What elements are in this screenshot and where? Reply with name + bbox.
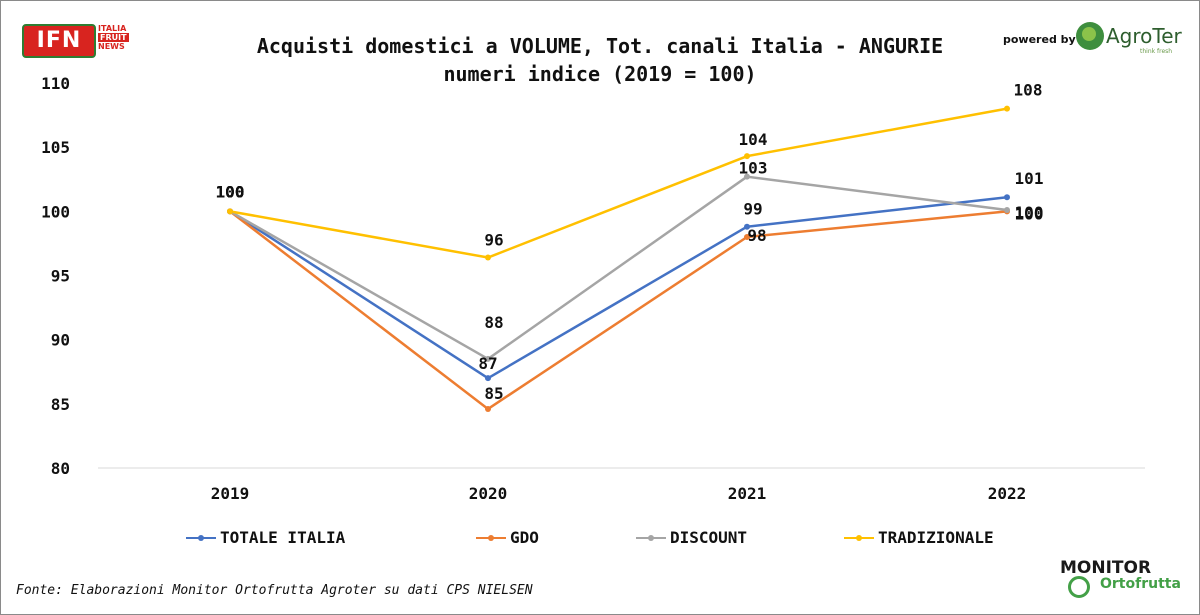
y-tick-label: 80: [51, 459, 70, 478]
data-label: 88: [484, 313, 503, 332]
series-line: [229, 195, 1008, 380]
legend-swatch-dot: [198, 535, 204, 541]
data-point: [485, 355, 491, 362]
data-label: 108: [1014, 81, 1043, 100]
y-tick-label: 100: [41, 202, 70, 221]
legend-label: GDO: [510, 528, 539, 547]
y-tick-label: 95: [51, 267, 70, 286]
data-point: [744, 223, 750, 230]
data-label: 96: [484, 231, 503, 250]
agroter-leaf-icon: [1076, 22, 1104, 50]
ifn-side-2: FRUIT: [98, 33, 129, 42]
data-label: 100: [216, 182, 245, 201]
x-tick-label: 2021: [728, 484, 767, 503]
data-label: 101: [1015, 169, 1044, 188]
x-tick-label: 2019: [211, 484, 250, 503]
series-line: [229, 210, 1008, 411]
data-label: 99: [743, 200, 762, 219]
legend-label: TRADIZIONALE: [878, 528, 994, 547]
data-point: [227, 208, 233, 215]
x-tick-label: 2022: [988, 484, 1027, 503]
chart-title: Acquisti domestici a VOLUME, Tot. canali…: [256, 34, 944, 58]
legend-label: DISCOUNT: [670, 528, 748, 547]
x-tick-label: 2020: [469, 484, 508, 503]
legend-swatch-dot: [648, 535, 654, 541]
ifn-logo-mark: IFN: [22, 24, 96, 58]
data-point: [1004, 207, 1010, 214]
magnifier-icon: [1068, 576, 1090, 598]
source-note: Fonte: Elaborazioni Monitor Ortofrutta A…: [16, 583, 533, 598]
data-label: 100: [1015, 204, 1044, 223]
data-label: 100: [1015, 203, 1044, 222]
monitor-logo-bottom: Ortofrutta: [1100, 576, 1181, 592]
agroter-tagline: think fresh: [1140, 48, 1173, 55]
data-point: [485, 405, 491, 412]
series-line: [229, 107, 1008, 259]
series-line: [229, 175, 1008, 361]
data-point: [744, 234, 750, 240]
data-label: 98: [747, 226, 766, 245]
data-label: 103: [739, 159, 768, 178]
agroter-logo-text: AgroTer: [1106, 24, 1182, 48]
y-tick-label: 110: [41, 74, 70, 93]
data-label: 100: [216, 182, 245, 201]
data-label: 104: [739, 130, 768, 149]
monitor-logo-top: MONITOR: [1060, 558, 1152, 578]
data-label: 85: [484, 384, 503, 403]
data-label: 87: [478, 354, 497, 373]
ifn-logo-side: ITALIA FRUIT NEWS: [98, 24, 129, 51]
ifn-logo: IFN ITALIA FRUIT NEWS: [22, 24, 142, 58]
data-label: 100: [216, 182, 245, 201]
data-label: 100: [216, 182, 245, 201]
legend-swatch-dot: [488, 535, 494, 541]
monitor-ortofrutta-logo: MONITOR Ortofrutta: [1060, 558, 1185, 598]
data-point: [1004, 194, 1010, 201]
data-point: [744, 153, 750, 160]
y-tick-label: 90: [51, 331, 70, 350]
y-tick-label: 105: [41, 138, 70, 157]
legend-label: TOTALE ITALIA: [220, 528, 346, 547]
ifn-side-3: NEWS: [98, 42, 125, 51]
agroter-logo: AgroTer think fresh: [1076, 22, 1186, 58]
powered-by-label: powered by: [1003, 33, 1076, 46]
data-point: [744, 173, 750, 180]
data-point: [1004, 105, 1010, 112]
legend-swatch-dot: [856, 535, 862, 541]
data-point: [485, 375, 491, 382]
chart-legend: TOTALE ITALIA GDO DISCOUNT TRADIZIONALE: [0, 528, 1200, 548]
ifn-side-1: ITALIA: [98, 24, 127, 33]
chart-subtitle: numeri indice (2019 = 100): [443, 62, 757, 86]
data-point: [485, 254, 491, 261]
y-tick-label: 85: [51, 395, 70, 414]
